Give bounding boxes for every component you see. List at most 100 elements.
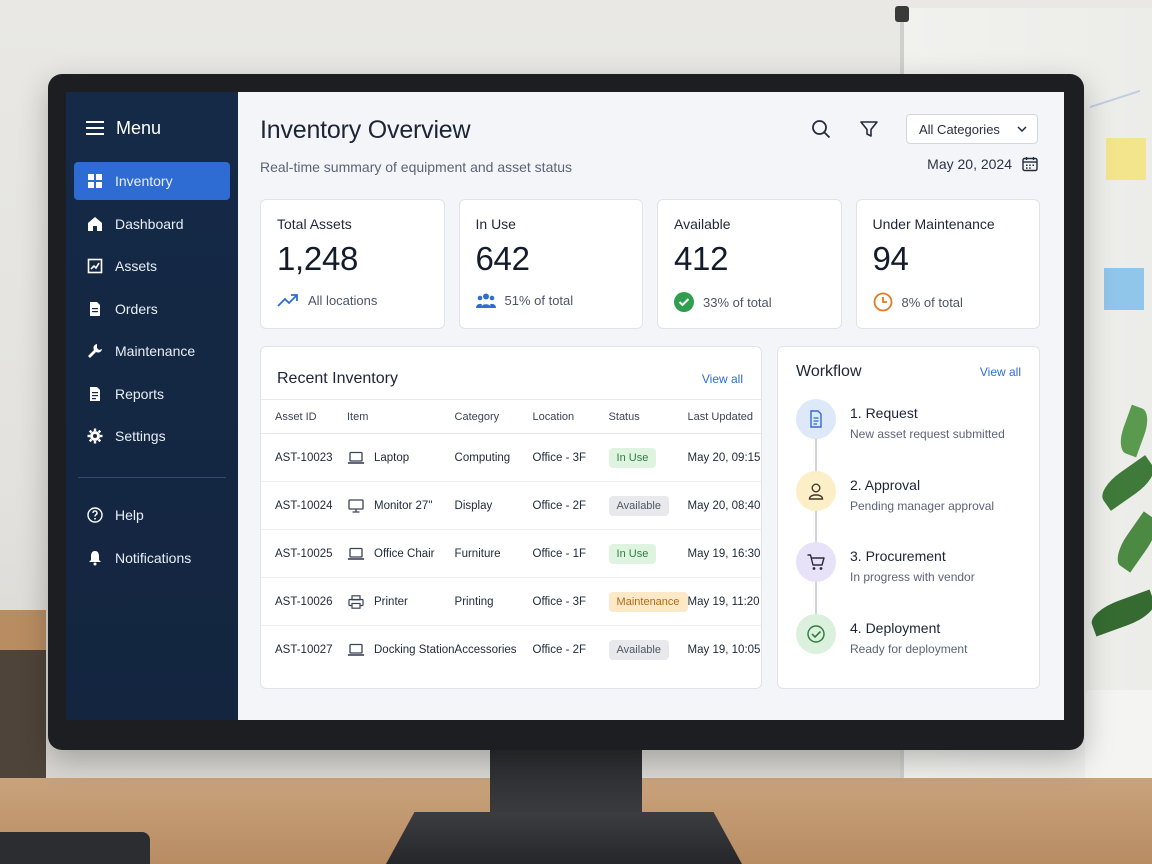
- item-cell: Monitor 27": [347, 481, 455, 530]
- status-badge: Available: [608, 639, 669, 660]
- workflow-view-all-link[interactable]: View all: [979, 365, 1021, 379]
- monitor: Menu Inventory Dashboard Assets Orders M…: [48, 74, 1084, 750]
- column-header-asset-id[interactable]: Asset ID: [261, 399, 347, 434]
- status-cell: Available: [608, 481, 688, 530]
- column-header-category[interactable]: Category: [454, 399, 533, 434]
- table-row[interactable]: AST-10026 Printer Printing Office - 3F M…: [261, 577, 761, 626]
- sidebar-item-assets[interactable]: Assets: [74, 247, 230, 285]
- workflow-connector: [815, 429, 817, 639]
- bell-icon: [89, 550, 101, 565]
- item-cell: Office Chair: [347, 529, 455, 578]
- filter-icon: [860, 121, 878, 137]
- step-title: 3. Procurement: [850, 548, 946, 564]
- stat-card-total-assets[interactable]: Total Assets 1,248 All locations: [260, 199, 445, 329]
- category: Display: [454, 481, 533, 530]
- item-name: Monitor 27": [374, 499, 433, 512]
- cart-icon: [807, 554, 825, 570]
- asset-id: AST-10025: [261, 529, 347, 578]
- menu-header[interactable]: Menu: [74, 114, 230, 142]
- category: Printing: [454, 577, 533, 626]
- column-header-last-updated[interactable]: Last Updated: [687, 399, 761, 434]
- home-icon: [88, 216, 102, 231]
- column-header-location[interactable]: Location: [532, 399, 609, 434]
- page-subtitle: Real-time summary of equipment and asset…: [260, 159, 573, 175]
- location: Office - 3F: [532, 433, 609, 482]
- main-content: Inventory Overview Real-time summary of …: [238, 92, 1064, 720]
- item-name: Docking Station: [374, 643, 455, 656]
- monitor-icon: [348, 498, 364, 513]
- stat-label: Under Maintenance: [872, 216, 995, 232]
- item-name: Office Chair: [374, 547, 435, 560]
- table-row[interactable]: AST-10024 Monitor 27" Display Office - 2…: [261, 481, 761, 530]
- panel-header: Recent Inventory View all: [261, 347, 761, 395]
- sidebar-item-orders[interactable]: Orders: [74, 290, 230, 328]
- chart-box-icon: [87, 258, 103, 274]
- location: Office - 2F: [532, 481, 609, 530]
- sidebar-item-label: Inventory: [115, 173, 173, 189]
- workflow-step-request[interactable]: 1. Request New asset request submitted: [796, 399, 1021, 471]
- workflow-step-procurement[interactable]: 3. Procurement In progress with vendor: [796, 542, 1021, 614]
- sidebar-item-label: Settings: [115, 428, 166, 444]
- asset-id: AST-10027: [275, 643, 333, 656]
- step-title: 4. Deployment: [850, 619, 941, 636]
- panel-title: Workflow: [796, 363, 862, 380]
- sidebar-item-maintenance[interactable]: Maintenance: [74, 332, 230, 370]
- item-cell: Docking Station: [347, 626, 455, 674]
- inventory-view-all-link[interactable]: View all: [701, 372, 743, 386]
- person-icon: [808, 483, 824, 500]
- stat-label: In Use: [475, 216, 516, 232]
- grid-icon: [88, 174, 102, 188]
- stat-card-available[interactable]: Available 412 33% of total: [657, 199, 842, 329]
- sidebar-item-notifications[interactable]: Notifications: [74, 539, 230, 577]
- item-cell: Printer: [347, 577, 455, 626]
- hamburger-icon: [86, 121, 104, 135]
- page-title: Inventory Overview: [260, 116, 471, 144]
- recent-inventory-panel: Recent Inventory View all Asset ID Item …: [260, 346, 762, 689]
- workflow-steps: 1. Request New asset request submitted 2…: [796, 399, 1021, 685]
- asset-id: AST-10026: [261, 577, 347, 626]
- column-header-item[interactable]: Item: [347, 399, 455, 434]
- status-badge: In Use: [608, 447, 657, 468]
- stat-footnote-text: 8% of total: [901, 294, 963, 310]
- workflow-step-deployment[interactable]: 4. Deployment Ready for deployment: [796, 613, 1021, 686]
- sidebar-item-label: Dashboard: [115, 215, 184, 232]
- trend-up-icon: [277, 294, 298, 307]
- step-description: Pending manager approval: [850, 498, 995, 513]
- location: Office - 1F: [532, 529, 609, 578]
- last-updated: May 19, 11:20: [687, 577, 761, 626]
- asset-id: AST-10023: [261, 433, 347, 482]
- stat-card-under-maintenance[interactable]: Under Maintenance 94 8% of total: [855, 199, 1040, 329]
- column-header-status[interactable]: Status: [608, 399, 688, 434]
- wrench-icon: [88, 344, 102, 358]
- status-cell: Available: [608, 626, 688, 674]
- last-updated: May 20, 09:15: [687, 433, 761, 482]
- clock-icon: [873, 292, 892, 312]
- stat-card-in-use[interactable]: In Use 642 51% of total: [458, 199, 643, 329]
- table-row[interactable]: AST-10023 Laptop Computing Office - 3F I…: [261, 433, 761, 482]
- filter-button[interactable]: [858, 118, 880, 140]
- date-picker[interactable]: May 20, 2024: [927, 156, 1038, 172]
- panel-header: Workflow View all: [796, 363, 1021, 381]
- last-updated: May 19, 10:05: [687, 643, 761, 656]
- last-updated: May 19, 16:30: [687, 529, 761, 578]
- stat-value: 1,248: [277, 240, 359, 277]
- menu-label: Menu: [116, 117, 162, 138]
- sidebar-item-dashboard[interactable]: Dashboard: [74, 205, 230, 243]
- stat-label: Total Assets: [277, 216, 352, 232]
- category: Furniture: [454, 529, 533, 578]
- sidebar-item-reports[interactable]: Reports: [74, 375, 230, 413]
- table-row[interactable]: AST-10025 Office Chair Furniture Office …: [261, 529, 761, 578]
- status-badge: Maintenance: [608, 591, 688, 612]
- table-row[interactable]: AST-10027 Docking Station Accessories Of…: [261, 626, 761, 674]
- sidebar: Menu Inventory Dashboard Assets Orders M…: [66, 92, 238, 720]
- search-icon: [812, 120, 831, 139]
- status-badge: Available: [608, 495, 669, 516]
- document-icon: [90, 301, 100, 316]
- workflow-step-approval[interactable]: 2. Approval Pending manager approval: [796, 470, 1021, 543]
- sidebar-item-inventory[interactable]: Inventory: [74, 162, 230, 200]
- category-select[interactable]: All Categories: [906, 114, 1038, 144]
- desk-object: [0, 832, 150, 864]
- sidebar-item-settings[interactable]: Settings: [74, 417, 230, 455]
- sidebar-item-help[interactable]: Help: [74, 496, 230, 534]
- search-button[interactable]: [810, 118, 832, 140]
